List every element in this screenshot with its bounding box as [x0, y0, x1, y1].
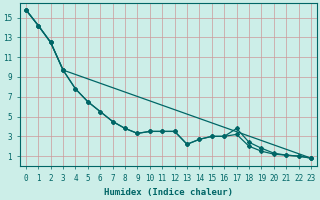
X-axis label: Humidex (Indice chaleur): Humidex (Indice chaleur): [104, 188, 233, 197]
